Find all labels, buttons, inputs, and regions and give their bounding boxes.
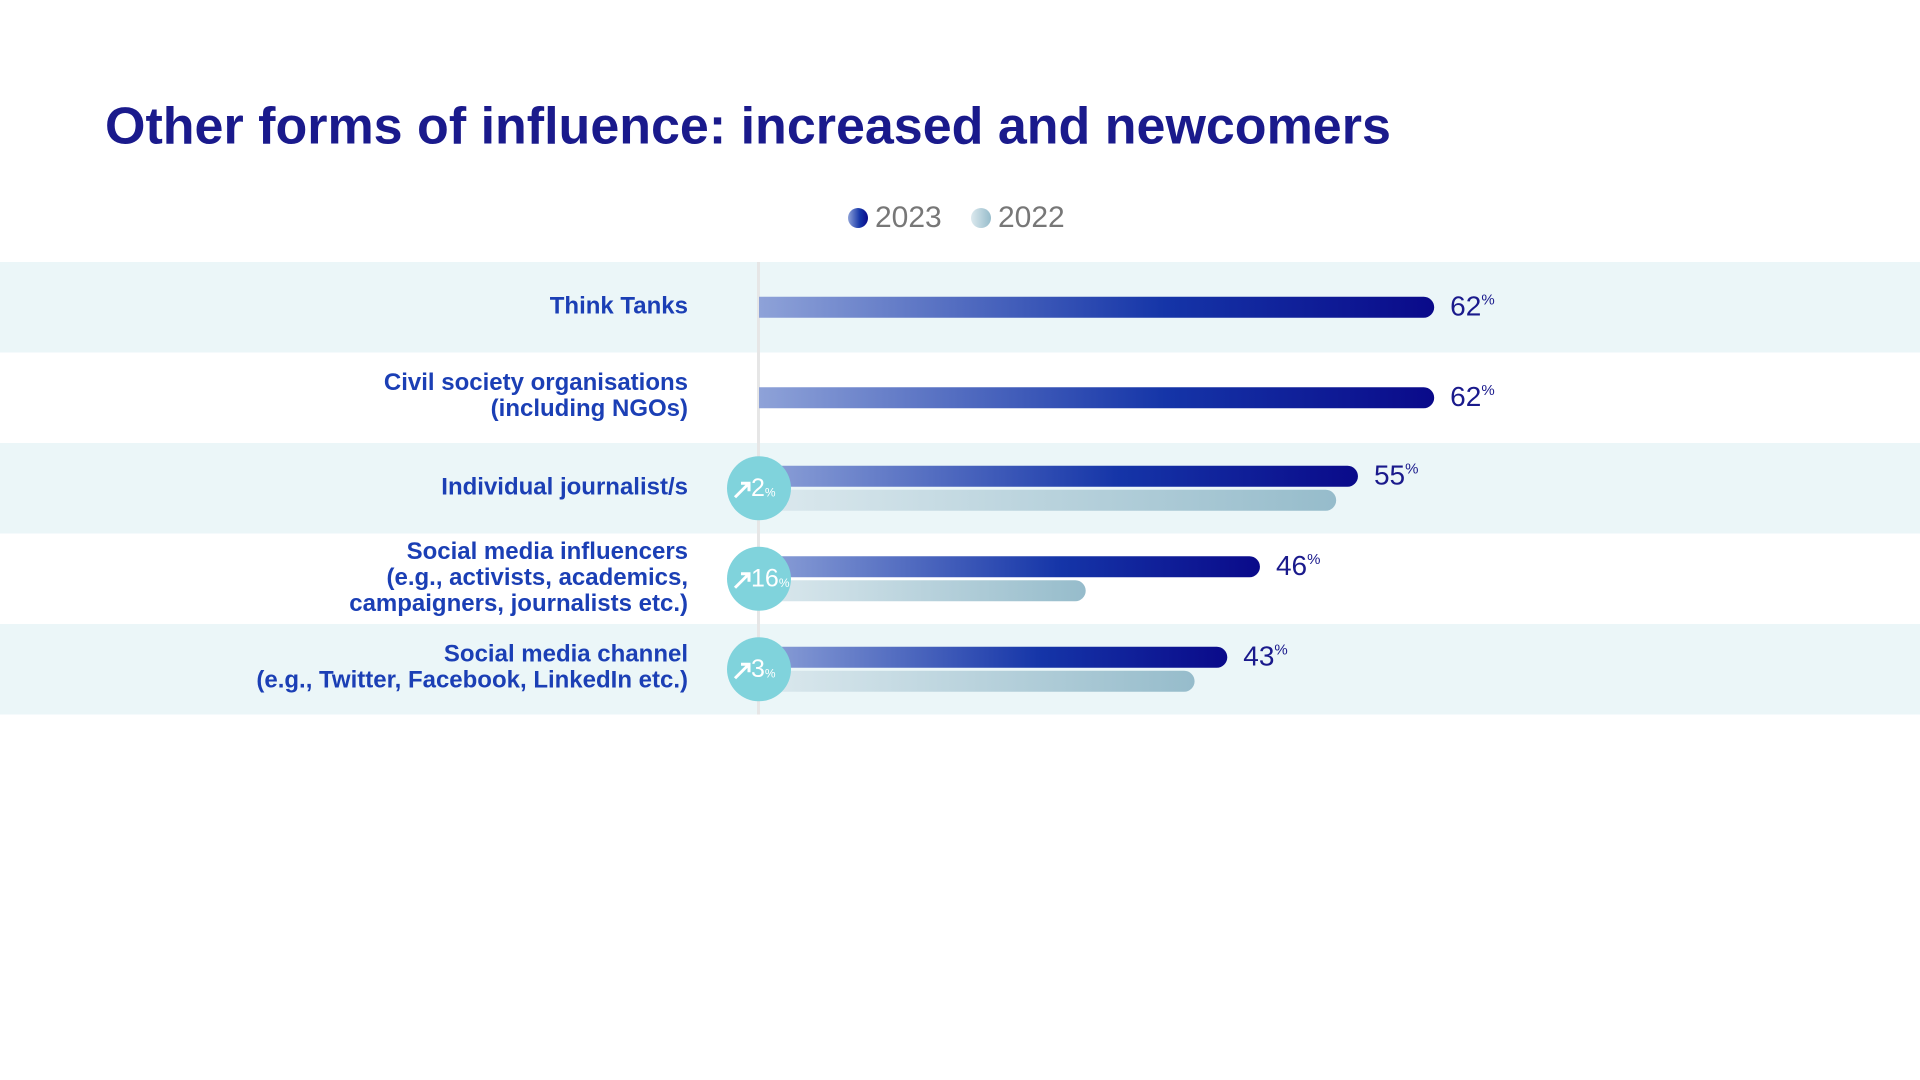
- legend-label: 2023: [875, 201, 942, 234]
- bar: [759, 670, 1195, 692]
- badge-circle: [727, 637, 791, 702]
- legend-marker: [971, 208, 991, 228]
- row-band: [0, 624, 1920, 715]
- change-badge: 3%: [727, 637, 791, 702]
- change-badge: 16%: [727, 546, 791, 611]
- badge-arrow: [733, 662, 751, 680]
- value-label: 62%: [1450, 381, 1495, 412]
- badge-circle: [727, 546, 791, 611]
- category-label: (e.g., Twitter, Facebook, LinkedIn etc.): [256, 667, 688, 694]
- chart-title: Other forms of influence: increased and …: [105, 98, 1391, 156]
- badge-circle: [727, 456, 791, 521]
- bar: [759, 465, 1358, 487]
- legend-label: 2022: [998, 201, 1065, 234]
- category-label: campaigners, journalists etc.): [349, 590, 688, 617]
- category-label: Individual journalist/s: [441, 474, 688, 501]
- row-band: [0, 443, 1920, 534]
- bar: [759, 387, 1435, 409]
- category-label: Social media channel: [444, 641, 688, 668]
- category-label: (e.g., activists, academics,: [387, 564, 689, 591]
- bar: [759, 489, 1337, 511]
- badge-arrow: [733, 572, 751, 589]
- category-label: Civil society organisations: [384, 369, 688, 396]
- category-label: Think Tanks: [550, 293, 688, 320]
- category-label: Social media influencers: [407, 538, 688, 565]
- bar: [759, 580, 1086, 602]
- bar: [759, 556, 1260, 578]
- change-badge: 2%: [727, 456, 791, 521]
- bar: [759, 296, 1435, 318]
- badge-arrow: [733, 481, 751, 499]
- bar: [759, 646, 1228, 668]
- category-label: (including NGOs): [491, 395, 688, 422]
- value-label: 46%: [1276, 550, 1321, 581]
- legend-marker: [848, 208, 868, 228]
